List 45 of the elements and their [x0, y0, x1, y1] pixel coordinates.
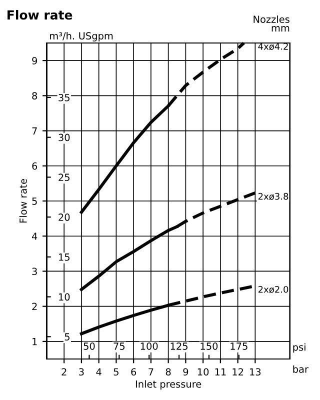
y2-tick-label: 20: [58, 214, 70, 221]
y2-tick-label: 15: [59, 254, 70, 261]
y2-tick-label: 35: [58, 94, 70, 102]
text: USgpm: [79, 32, 113, 42]
x-tick-label: 13: [250, 368, 261, 376]
x2-tick-label: 125: [170, 342, 188, 350]
x-tick-label: 3: [79, 368, 84, 376]
x-tick-label: 11: [215, 368, 226, 376]
x-axis-title: Inlet pressure: [136, 380, 202, 390]
y2-tick-label: 10: [59, 293, 70, 301]
y-tick-label: 7: [32, 127, 37, 134]
x-tick-label: 2: [62, 368, 66, 376]
y-tick-label: 4: [32, 232, 38, 240]
x-tick-label: 9: [183, 368, 188, 376]
y2-tick-label: 25: [58, 174, 70, 182]
y-tick-label: 9: [32, 57, 38, 64]
x-tick-label: 4: [96, 368, 102, 376]
x2-tick-label: 150: [200, 342, 218, 350]
x2-tick-label: 75: [114, 342, 124, 350]
y-tick-label: 5: [32, 198, 37, 205]
x-tick-label: 5: [114, 368, 118, 376]
x-tick-label: 6: [131, 368, 136, 376]
x2-tick-label: 50: [84, 342, 95, 350]
x2-tick-label: 100: [140, 342, 158, 350]
chart-title: Flow rate: [8, 10, 72, 20]
series-label: 2xø2.0: [258, 286, 288, 294]
x-tick-label: 7: [148, 368, 154, 376]
text: Nozzles mm: [254, 15, 290, 32]
text: psi: [293, 343, 306, 353]
x2-tick-label: 175: [230, 342, 248, 350]
y-tick-label: 6: [32, 162, 38, 170]
y-tick-label: 8: [32, 92, 38, 100]
y-tick-label: 2: [32, 302, 37, 310]
x-tick-label: 10: [198, 368, 209, 376]
y-tick-label: 1: [32, 338, 37, 346]
y-tick-label: 3: [32, 268, 37, 276]
text: m³/h.: [50, 32, 74, 40]
text: bar: [293, 365, 308, 373]
series-label: 2xø3.8: [258, 192, 288, 200]
y-axis-title: Flow rate: [19, 179, 27, 223]
series-label: 4xø4.2: [258, 43, 288, 50]
x-tick-label: 12: [232, 368, 244, 376]
y2-tick-label: 30: [58, 134, 70, 142]
y2-tick-label: 5: [64, 333, 70, 341]
x-tick-label: 8: [166, 368, 171, 376]
